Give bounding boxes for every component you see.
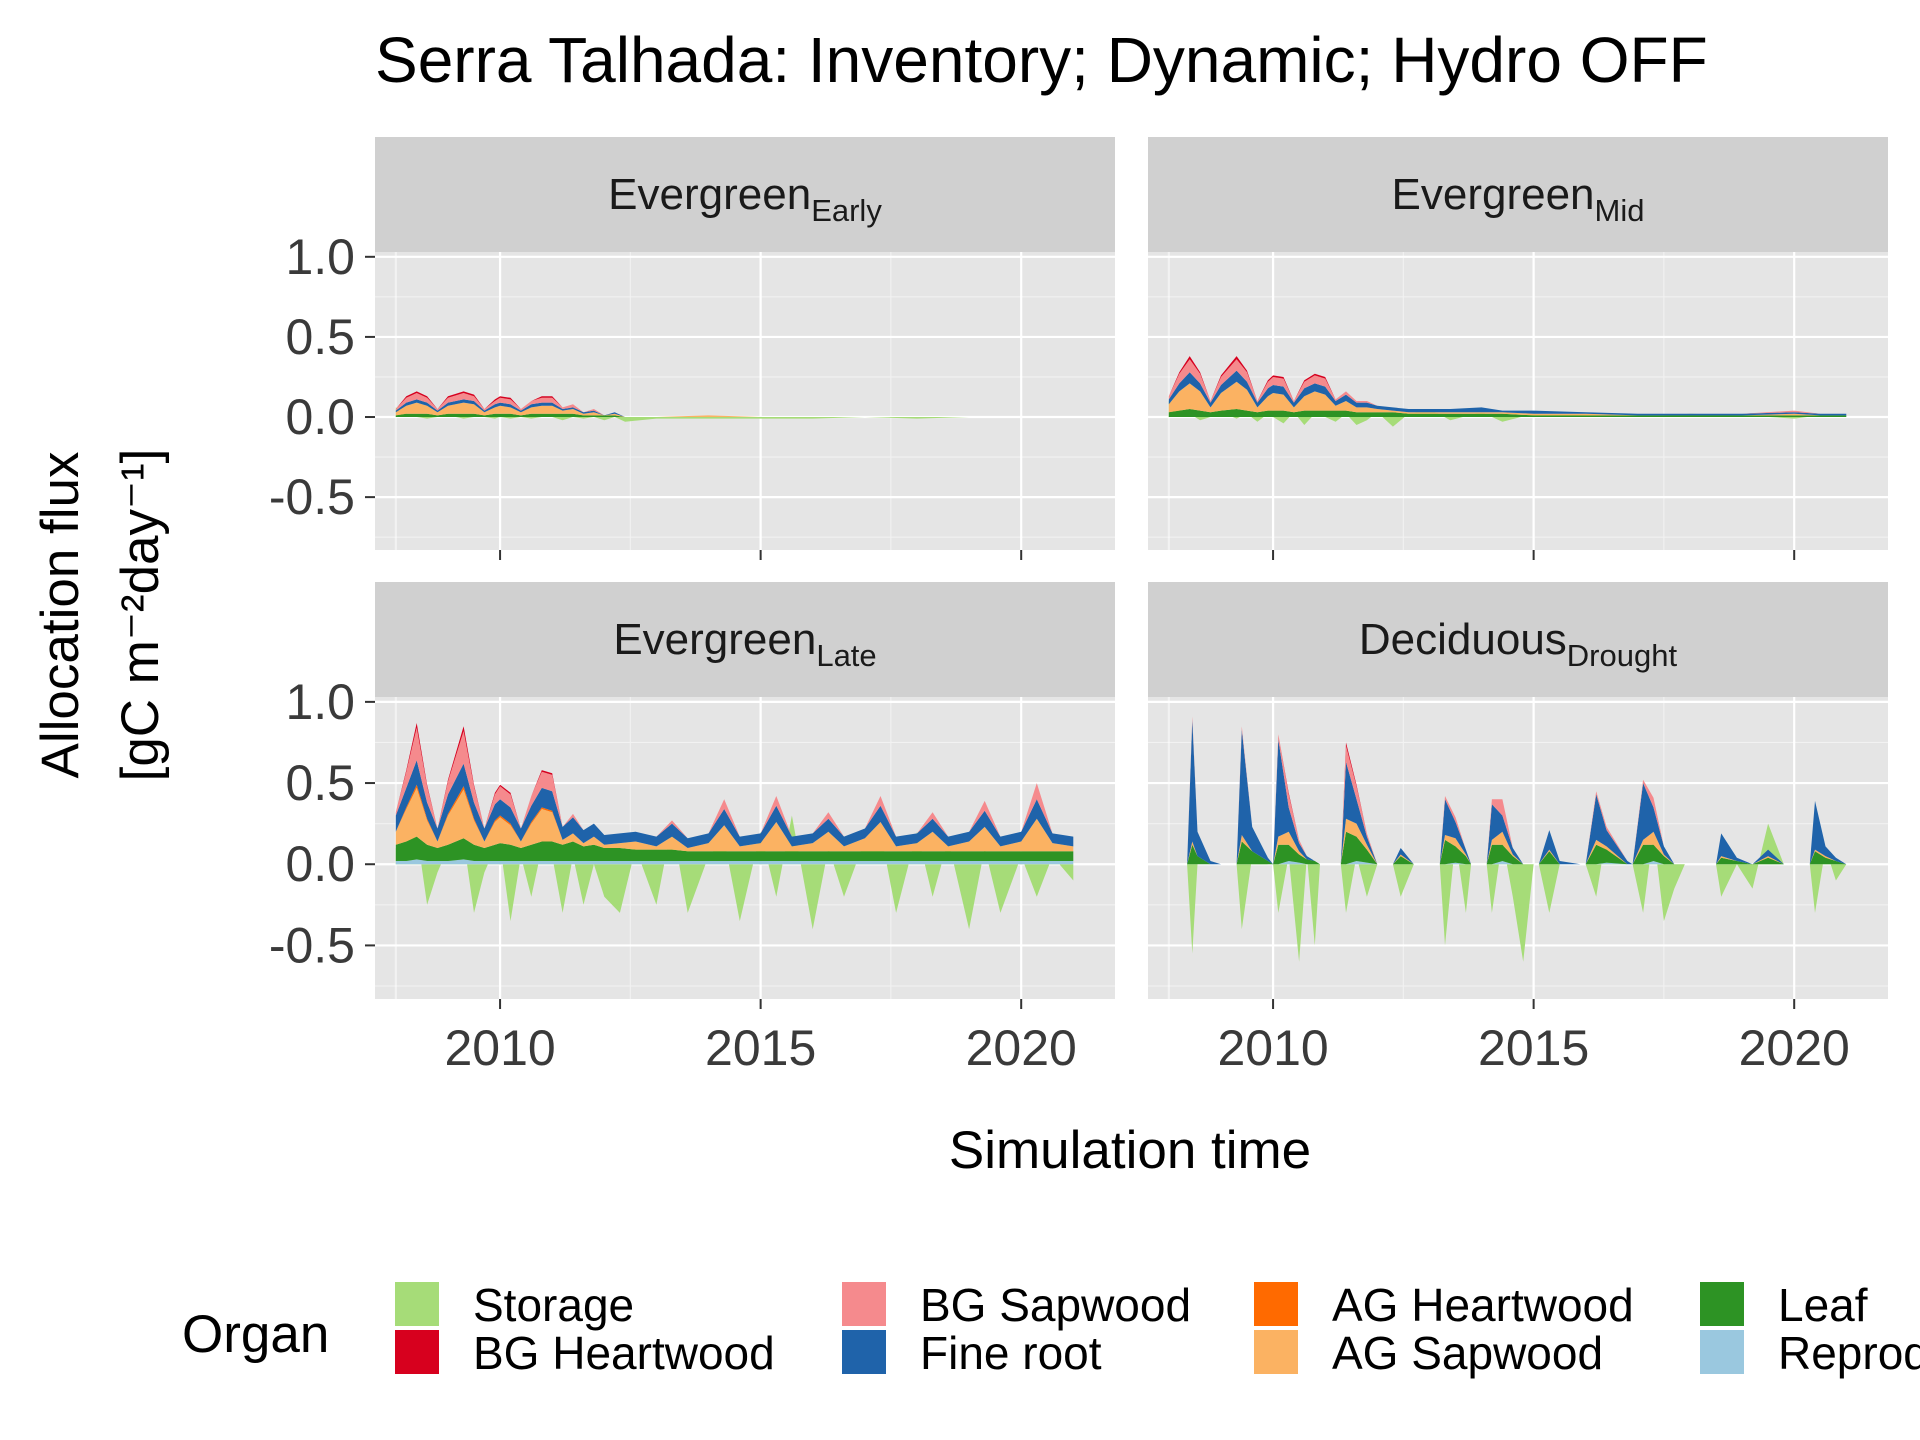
- legend-swatch-ag-heartwood: [1254, 1282, 1298, 1326]
- area-storage-evergreen-early: [395, 407, 1074, 422]
- area-leaf-evergreen-early: [395, 413, 1074, 417]
- strip-label-deciduous-drought: DeciduousDrought: [1359, 615, 1678, 673]
- x-tick-label: 2015: [705, 1020, 816, 1076]
- legend-label-ag-sapwood: AG Sapwood: [1332, 1327, 1603, 1379]
- area-bg-sapwood-evergreen-early: [395, 393, 1074, 417]
- legend-label-ag-heartwood: AG Heartwood: [1332, 1279, 1634, 1331]
- x-axis-title: Simulation time: [949, 1121, 1311, 1180]
- y-tick-label: 0.0: [285, 836, 355, 892]
- legend-swatch-bg-heartwood: [395, 1330, 439, 1374]
- legend-item-bg-heartwood: BG Heartwood: [395, 1327, 775, 1379]
- legend-item-bg-sapwood: BG Sapwood: [842, 1279, 1191, 1331]
- legend-swatch-storage: [395, 1282, 439, 1326]
- areas-evergreen-late: [395, 723, 1074, 930]
- strip-label-evergreen-mid: EvergreenMid: [1392, 170, 1645, 228]
- legend-label-bg-heartwood: BG Heartwood: [473, 1327, 775, 1379]
- areas-evergreen-early: [395, 391, 1074, 422]
- y-tick-label: 0.0: [285, 389, 355, 445]
- legend-item-reproduction: Reproduction: [1700, 1327, 1920, 1379]
- legend-label-bg-sapwood: BG Sapwood: [920, 1279, 1191, 1331]
- legend-item-storage: Storage: [395, 1279, 634, 1331]
- areas-evergreen-mid: [1168, 356, 1847, 427]
- strip-label-evergreen-late: EvergreenLate: [613, 615, 876, 673]
- legend-item-ag-heartwood: AG Heartwood: [1254, 1279, 1634, 1331]
- y-axis-label: Allocation flux: [31, 451, 90, 778]
- area-storage-evergreen-late: [395, 815, 1074, 930]
- y-axis-title: Allocation flux [gC m⁻²day⁻¹]: [31, 449, 170, 782]
- chart-title: Serra Talhada: Inventory; Dynamic; Hydro…: [375, 24, 1708, 96]
- y-tick-label: 1.0: [285, 229, 355, 285]
- panel-deciduous-drought: DeciduousDrought 2010 2015 2020: [1148, 582, 1888, 1076]
- y-tick-label: -0.5: [269, 469, 355, 525]
- x-tick-label: 2010: [444, 1020, 555, 1076]
- y-tick-label: 0.5: [285, 309, 355, 365]
- panel-evergreen-mid: EvergreenMid: [1148, 137, 1888, 560]
- legend-swatch-fine-root: [842, 1330, 886, 1374]
- legend-swatch-bg-sapwood: [842, 1282, 886, 1326]
- area-bg-sapwood-evergreen-late: [395, 727, 1074, 839]
- legend-label-reproduction: Reproduction: [1778, 1327, 1920, 1379]
- legend-item-fine-root: Fine root: [842, 1327, 1102, 1379]
- area-reproduction-evergreen-late: [395, 859, 1074, 865]
- area-ag-sapwood-evergreen-mid: [1168, 381, 1847, 416]
- legend-item-ag-sapwood: AG Sapwood: [1254, 1327, 1603, 1379]
- area-ag-sapwood-deciduous-drought: [1187, 818, 1847, 865]
- legend-item-leaf: Leaf: [1700, 1279, 1868, 1331]
- x-tick-label: 2015: [1478, 1020, 1589, 1076]
- panel-evergreen-early: EvergreenEarly 1.0 0.5 0.0 -0.5: [269, 137, 1115, 560]
- legend-label-leaf: Leaf: [1778, 1279, 1868, 1331]
- x-tick-label: 2020: [966, 1020, 1077, 1076]
- y-tick-label: -0.5: [269, 917, 355, 973]
- legend-label-fine-root: Fine root: [920, 1327, 1102, 1379]
- y-tick-label: 0.5: [285, 755, 355, 811]
- y-tick-label: 1.0: [285, 674, 355, 730]
- strip-label-evergreen-early: EvergreenEarly: [608, 170, 882, 228]
- area-ag-sapwood-evergreen-late: [395, 787, 1074, 852]
- x-tick-label: 2010: [1217, 1020, 1328, 1076]
- strip-deciduous-drought: [1148, 582, 1888, 697]
- area-ag-sapwood-evergreen-early: [395, 402, 1074, 417]
- panel-evergreen-late: EvergreenLate 1.0 0.5 0.0 -0.5 2010 2015 2020: [269, 582, 1115, 1076]
- area-fine-root-evergreen-mid: [1168, 370, 1847, 416]
- x-tick-label: 2020: [1739, 1020, 1850, 1076]
- area-fine-root-evergreen-late: [395, 760, 1074, 848]
- area-leaf-evergreen-late: [395, 836, 1074, 861]
- legend-swatch-reproduction: [1700, 1330, 1744, 1374]
- area-bg-sapwood-evergreen-mid: [1168, 359, 1847, 414]
- legend-label-storage: Storage: [473, 1279, 634, 1331]
- area-leaf-evergreen-mid: [1168, 409, 1847, 417]
- legend-swatch-ag-sapwood: [1254, 1330, 1298, 1374]
- legend-swatch-leaf: [1700, 1282, 1744, 1326]
- strip-evergreen-mid: [1148, 137, 1888, 252]
- areas-deciduous-drought: [1187, 716, 1847, 962]
- legend-title: Organ: [182, 1305, 329, 1364]
- y-axis-unit: [gC m⁻²day⁻¹]: [111, 449, 170, 782]
- area-fine-root-deciduous-drought: [1187, 719, 1847, 865]
- area-reproduction-deciduous-drought: [1187, 861, 1847, 865]
- area-fine-root-evergreen-early: [395, 399, 1074, 417]
- area-leaf-deciduous-drought: [1187, 831, 1847, 865]
- strip-evergreen-late: [375, 582, 1115, 697]
- area-storage-deciduous-drought: [1187, 823, 1847, 962]
- facet-panels: EvergreenEarly 1.0 0.5 0.0 -0.5 EvergreenMid E…: [269, 137, 1888, 1076]
- strip-evergreen-early: [375, 137, 1115, 252]
